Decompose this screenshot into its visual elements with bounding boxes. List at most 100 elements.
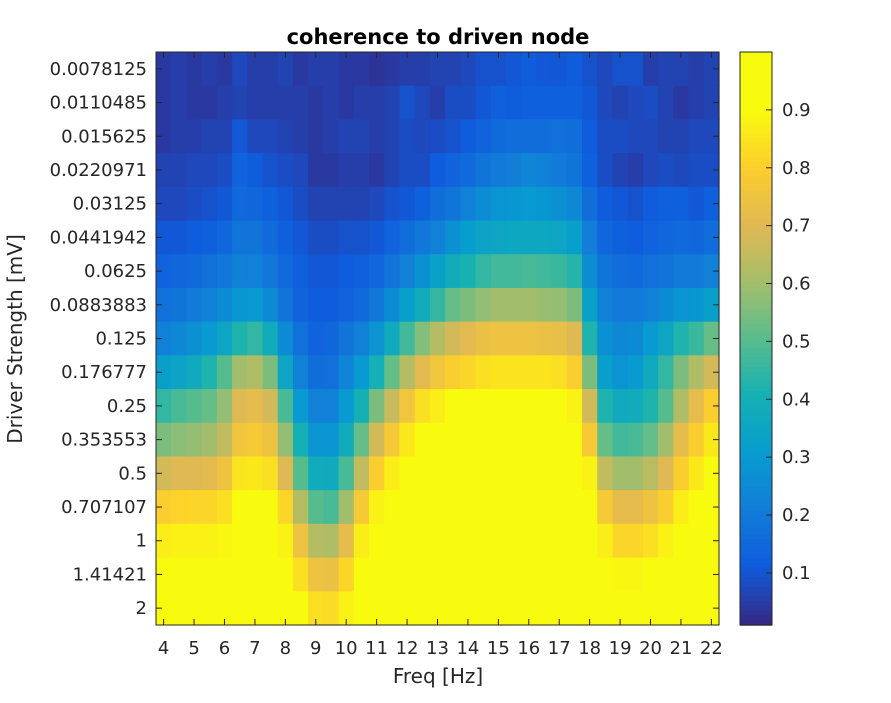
colorbar-tick-label: 0.5 [782,331,811,352]
heatmap-cell [551,456,568,491]
heatmap-cell [703,220,720,255]
heatmap-cell [277,287,294,323]
colorbar-segment [740,209,772,216]
heatmap-cell [445,355,461,390]
heatmap-cell [505,85,522,121]
heatmap-cell [521,287,538,323]
heatmap-cell [536,355,553,390]
heatmap-cell [369,85,385,121]
heatmap-cell [582,153,598,188]
heatmap-cell [429,254,446,289]
heatmap-cell [369,153,385,188]
heatmap-cell [201,254,218,289]
heatmap-cell [521,119,538,154]
colorbar-segment [740,510,772,516]
colorbar-segment [740,548,772,555]
heatmap-cell [658,456,674,491]
heatmap-cell [384,389,401,424]
heatmap-cell [186,321,203,356]
heatmap-cell [429,490,446,525]
heatmap-cell [475,422,492,458]
heatmap-cell [703,186,720,222]
heatmap-cell [232,557,248,592]
heatmap-cell [262,153,279,188]
heatmap-cell [627,523,644,559]
colorbar-segment [740,405,772,411]
heatmap-cell [156,287,172,323]
heatmap-cell [399,490,416,525]
heatmap-cell [505,591,522,626]
heatmap-cell [247,490,264,525]
heatmap-cell [688,523,705,559]
x-tick-label: 11 [365,638,388,659]
heatmap-cell [521,153,538,188]
heatmap-cell [338,490,355,525]
heatmap-cell [262,557,279,592]
heatmap-cell [673,355,690,390]
colorbar-segment [740,453,772,459]
colorbar-segment [740,247,772,254]
heatmap-cell [475,119,492,154]
colorbar-segment [740,266,772,273]
colorbar-segment [740,94,772,101]
heatmap-cell [445,591,461,626]
heatmap-cell [582,85,598,121]
heatmap-cell [277,557,294,592]
heatmap-cell [216,153,233,188]
heatmap-cell [627,119,644,154]
heatmap-cell [353,591,370,626]
heatmap-cell [429,456,446,491]
colorbar-segment [740,152,772,158]
heatmap-cell [505,186,522,222]
heatmap-cell [429,52,446,87]
heatmap-cell [399,119,416,154]
heatmap-cell [384,186,401,222]
heatmap-cell [156,85,172,121]
colorbar-segment [740,462,772,469]
heatmap-cell [262,52,279,87]
heatmap-cell [521,254,538,289]
heatmap-cell [247,85,264,121]
heatmap-cell [429,422,446,458]
heatmap-cell [566,220,583,255]
heatmap-cell [536,85,553,121]
heatmap-cell [308,287,324,323]
heatmap-cell [627,422,644,458]
heatmap-cell [688,254,705,289]
heatmap-cell [353,254,370,289]
heatmap-cell [384,490,401,525]
heatmap-cell [566,490,583,525]
heatmap-cell [566,186,583,222]
heatmap-cell [247,557,264,592]
colorbar-segment [740,391,772,397]
heatmap-cell [308,153,324,188]
heatmap-cell [642,119,659,154]
heatmap-cell [232,254,248,289]
heatmap-cell [369,220,385,255]
heatmap-cell [247,422,264,458]
heatmap-cell [277,254,294,289]
heatmap-cell [186,557,203,592]
colorbar-segment [740,200,772,206]
heatmap-cell [703,490,720,525]
heatmap-cell [323,85,340,121]
heatmap-cell [521,490,538,525]
heatmap-cell [414,52,431,87]
heatmap-cell [399,186,416,222]
heatmap-cell [186,422,203,458]
heatmap-cell [399,523,416,559]
heatmap-cell [399,254,416,289]
heatmap-cell [703,523,720,559]
heatmap-cell [247,321,264,356]
chart-title: coherence to driven node [287,25,590,49]
heatmap-cell [384,220,401,255]
heatmap-cell [277,186,294,222]
heatmap-cell [277,456,294,491]
heatmap-cell [597,523,614,559]
heatmap-cell [156,153,172,188]
heatmap-cell [399,220,416,255]
heatmap-cell [566,456,583,491]
heatmap-cell [247,186,264,222]
heatmap-cell [445,220,461,255]
heatmap-cell [612,287,629,323]
